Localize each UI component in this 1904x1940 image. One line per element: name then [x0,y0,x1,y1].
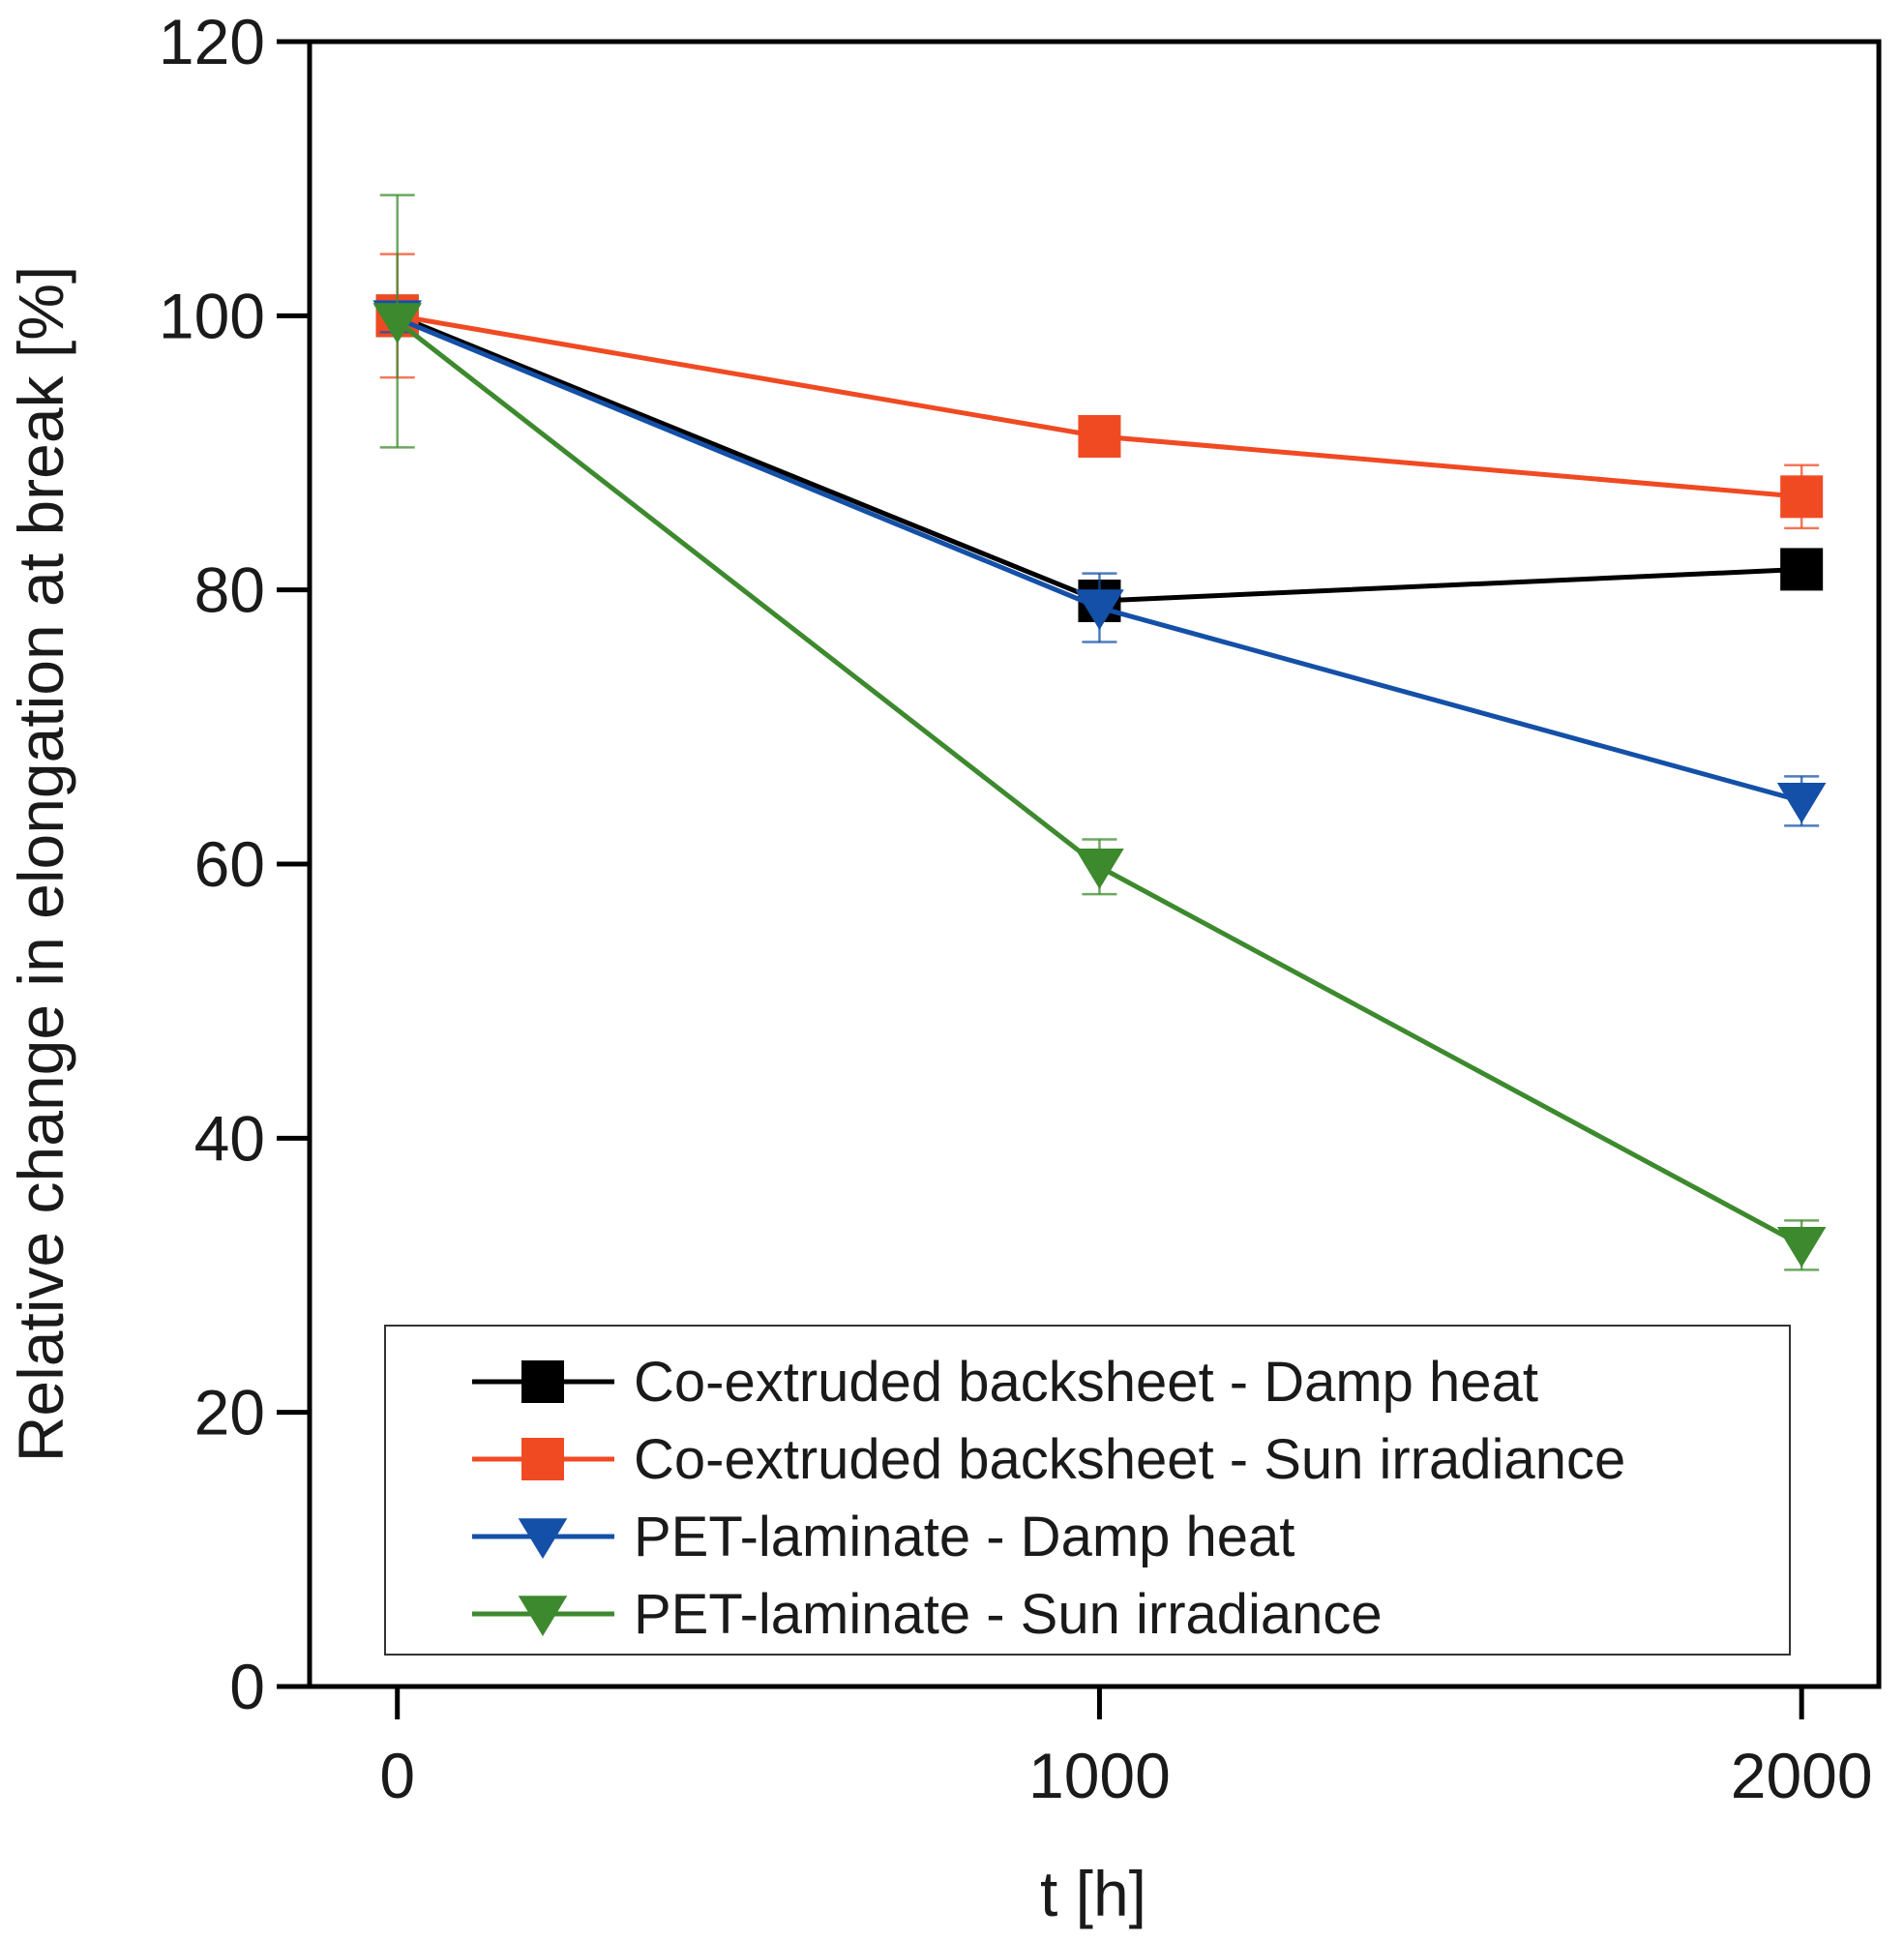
series-4 [372,194,1827,1271]
y-tick-label: 120 [159,6,265,77]
data-point [1780,475,1824,519]
data-point [1075,849,1124,889]
y-axis-title: Relative change in elongation at break [… [5,266,76,1462]
series-line [396,319,1803,1248]
y-tick-label: 40 [194,1102,265,1174]
legend-marker [521,1360,564,1403]
legend-marker [518,1596,568,1636]
data-point [372,303,423,343]
series-3 [372,300,1827,827]
y-tick-label: 0 [229,1651,265,1722]
axis-ticks: 0 20 40 60 80 100 120 0 1000 2000 [159,6,1873,1811]
y-tick-label: 20 [194,1377,265,1448]
x-tick-label: 1000 [1028,1740,1171,1811]
y-tick-label: 100 [159,280,265,351]
data-point [1780,548,1824,591]
legend-marker [518,1518,568,1559]
legend-label: Co-extruded backsheet - Damp heat [634,1351,1538,1414]
data-point [1776,1227,1827,1268]
series-line [396,313,1802,604]
series-2 [375,253,1824,530]
data-point [1776,783,1827,823]
series-line [396,315,1802,804]
x-axis-title: t [h] [1040,1858,1146,1929]
legend-label: Co-extruded backsheet - Sun irradiance [634,1428,1625,1491]
legend-marker [521,1438,564,1480]
data-point [1075,589,1124,631]
legend: Co-extruded backsheet - Damp heat Co-extr… [384,1325,1791,1656]
data-point [1078,415,1121,458]
y-tick-label: 60 [194,828,265,900]
x-tick-label: 0 [379,1740,415,1811]
legend-box [384,1325,1791,1656]
y-tick-label: 80 [194,554,265,626]
legend-label: PET-laminate - Damp heat [634,1506,1294,1568]
series-layer [372,194,1827,1271]
x-tick-label: 2000 [1731,1740,1873,1811]
legend-label: PET-laminate - Sun irradiance [634,1583,1383,1646]
